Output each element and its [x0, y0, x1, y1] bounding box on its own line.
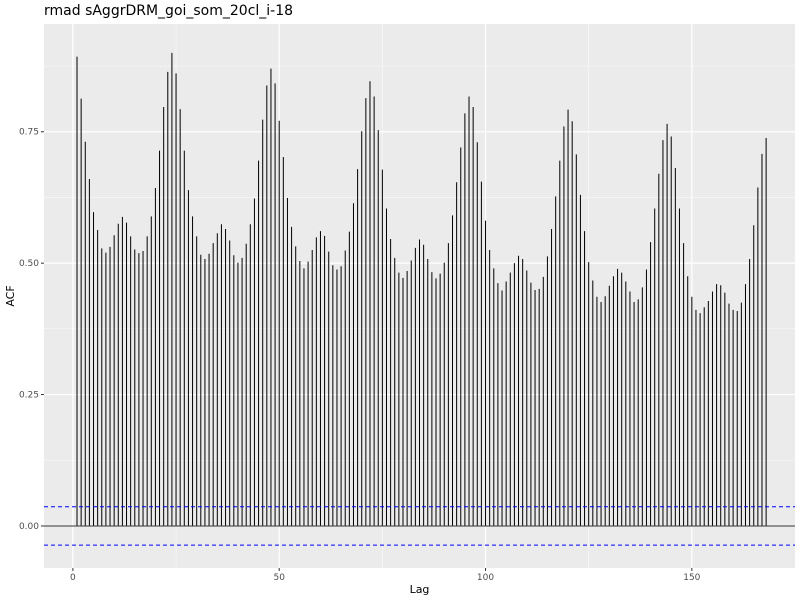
x-tick-label: 50 [273, 573, 285, 583]
x-axis-label: Lag [410, 583, 430, 596]
x-tick-label: 150 [683, 573, 700, 583]
y-axis-ticks: 0.00 0.25 0.50 0.75 [19, 128, 44, 532]
x-tick-label: 0 [70, 573, 76, 583]
x-tick-label: 100 [477, 573, 494, 583]
y-axis-label: ACF [4, 285, 17, 306]
y-tick-label: 0.50 [19, 259, 39, 269]
y-tick-label: 0.25 [19, 391, 39, 401]
x-axis-ticks: 0 50 100 150 [70, 568, 701, 583]
y-tick-label: 0.00 [19, 522, 39, 532]
acf-bars [44, 52, 795, 527]
confidence-lines [44, 506, 795, 546]
chart-title: rmad sAggrDRM_goi_som_20cl_i-18 [44, 3, 293, 19]
y-tick-label: 0.75 [19, 128, 39, 138]
